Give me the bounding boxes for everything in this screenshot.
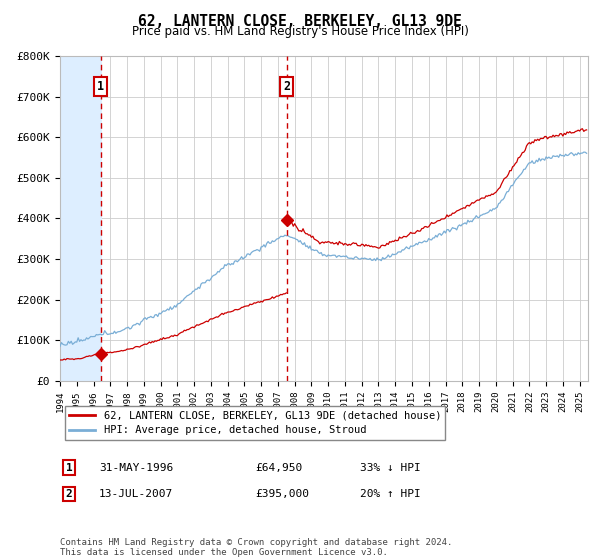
Text: 13-JUL-2007: 13-JUL-2007 [99, 489, 173, 499]
Bar [60, 56, 102, 381]
Text: Contains HM Land Registry data © Crown copyright and database right 2024.
This d: Contains HM Land Registry data © Crown c… [60, 538, 452, 557]
Text: 62, LANTERN CLOSE, BERKELEY, GL13 9DE: 62, LANTERN CLOSE, BERKELEY, GL13 9DE [138, 14, 462, 29]
Text: 2: 2 [65, 489, 73, 499]
Text: 31-MAY-1996: 31-MAY-1996 [99, 463, 173, 473]
Text: £64,950: £64,950 [255, 463, 302, 473]
Text: 33% ↓ HPI: 33% ↓ HPI [360, 463, 421, 473]
Text: 1: 1 [97, 80, 104, 94]
Legend: 62, LANTERN CLOSE, BERKELEY, GL13 9DE (detached house), HPI: Average price, deta: 62, LANTERN CLOSE, BERKELEY, GL13 9DE (d… [65, 406, 445, 440]
Text: £395,000: £395,000 [255, 489, 309, 499]
Text: 2: 2 [283, 80, 290, 94]
Text: 1: 1 [65, 463, 73, 473]
Text: Price paid vs. HM Land Registry's House Price Index (HPI): Price paid vs. HM Land Registry's House … [131, 25, 469, 38]
Text: 20% ↑ HPI: 20% ↑ HPI [360, 489, 421, 499]
